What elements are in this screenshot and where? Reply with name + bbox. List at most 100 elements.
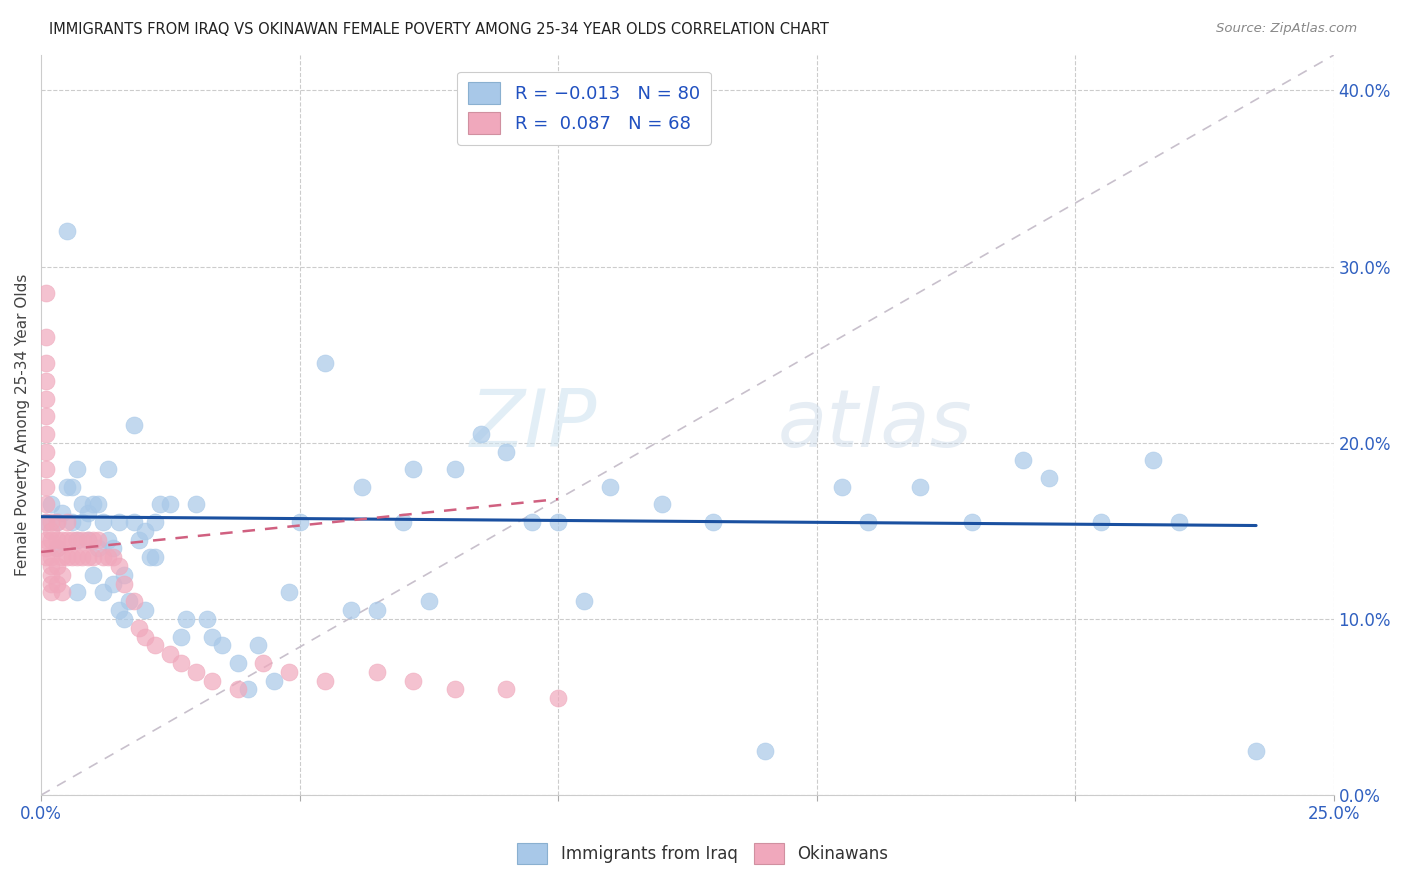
Point xyxy=(56,224,79,238)
Point xyxy=(195,612,218,626)
Point xyxy=(35,374,58,388)
Point xyxy=(60,480,83,494)
Point xyxy=(41,559,63,574)
Point xyxy=(174,612,197,626)
Point xyxy=(547,515,569,529)
Point xyxy=(41,576,63,591)
Point xyxy=(97,550,120,565)
Point xyxy=(143,638,166,652)
Text: IMMIGRANTS FROM IRAQ VS OKINAWAN FEMALE POVERTY AMONG 25-34 YEAR OLDS CORRELATIO: IMMIGRANTS FROM IRAQ VS OKINAWAN FEMALE … xyxy=(49,22,830,37)
Point xyxy=(112,576,135,591)
Point xyxy=(211,638,233,652)
Point xyxy=(278,665,301,679)
Point xyxy=(35,356,58,370)
Point xyxy=(107,603,129,617)
Point xyxy=(45,541,67,556)
Point xyxy=(702,515,724,529)
Point xyxy=(51,550,73,565)
Point xyxy=(41,585,63,599)
Point xyxy=(45,541,67,556)
Point xyxy=(170,656,193,670)
Text: Source: ZipAtlas.com: Source: ZipAtlas.com xyxy=(1216,22,1357,36)
Point xyxy=(97,462,120,476)
Point xyxy=(56,533,79,547)
Point xyxy=(278,585,301,599)
Point xyxy=(470,426,492,441)
Point xyxy=(960,515,983,529)
Point xyxy=(45,559,67,574)
Point xyxy=(112,567,135,582)
Point xyxy=(143,515,166,529)
Point xyxy=(1090,515,1112,529)
Point xyxy=(66,533,89,547)
Point xyxy=(103,576,125,591)
Point xyxy=(35,533,58,547)
Point xyxy=(402,673,425,688)
Point xyxy=(547,691,569,706)
Point xyxy=(76,506,98,520)
Point xyxy=(35,480,58,494)
Point xyxy=(35,515,58,529)
Point xyxy=(56,480,79,494)
Y-axis label: Female Poverty Among 25-34 Year Olds: Female Poverty Among 25-34 Year Olds xyxy=(15,274,30,576)
Point xyxy=(159,497,181,511)
Point xyxy=(443,462,465,476)
Point xyxy=(60,533,83,547)
Point xyxy=(82,497,104,511)
Point xyxy=(572,594,595,608)
Point xyxy=(495,444,517,458)
Point xyxy=(252,656,274,670)
Point xyxy=(314,356,336,370)
Legend: R = −0.013   N = 80, R =  0.087   N = 68: R = −0.013 N = 80, R = 0.087 N = 68 xyxy=(457,71,711,145)
Point xyxy=(122,594,145,608)
Point xyxy=(149,497,172,511)
Point xyxy=(226,656,249,670)
Point xyxy=(51,567,73,582)
Point xyxy=(35,444,58,458)
Point xyxy=(366,603,388,617)
Point xyxy=(288,515,311,529)
Point xyxy=(72,533,94,547)
Point xyxy=(366,665,388,679)
Point xyxy=(831,480,853,494)
Point xyxy=(186,665,208,679)
Point xyxy=(66,533,89,547)
Point xyxy=(1038,471,1060,485)
Point xyxy=(599,480,621,494)
Point xyxy=(170,630,193,644)
Point xyxy=(87,497,110,511)
Point xyxy=(350,480,373,494)
Point xyxy=(1142,453,1164,467)
Point xyxy=(128,533,150,547)
Point xyxy=(35,550,58,565)
Point xyxy=(754,744,776,758)
Point xyxy=(103,541,125,556)
Point xyxy=(392,515,415,529)
Point xyxy=(495,682,517,697)
Point xyxy=(56,515,79,529)
Point xyxy=(1244,744,1267,758)
Point xyxy=(51,585,73,599)
Point xyxy=(122,418,145,433)
Point xyxy=(41,533,63,547)
Point xyxy=(56,550,79,565)
Point xyxy=(72,497,94,511)
Point xyxy=(103,550,125,565)
Point xyxy=(60,515,83,529)
Point xyxy=(41,515,63,529)
Point xyxy=(35,541,58,556)
Point xyxy=(112,612,135,626)
Point xyxy=(402,462,425,476)
Point xyxy=(122,515,145,529)
Point xyxy=(91,550,114,565)
Point xyxy=(1012,453,1035,467)
Point xyxy=(651,497,673,511)
Point xyxy=(1167,515,1189,529)
Point xyxy=(128,621,150,635)
Point xyxy=(41,550,63,565)
Point xyxy=(858,515,880,529)
Point xyxy=(35,392,58,406)
Point xyxy=(134,524,156,538)
Point xyxy=(66,462,89,476)
Point xyxy=(35,497,58,511)
